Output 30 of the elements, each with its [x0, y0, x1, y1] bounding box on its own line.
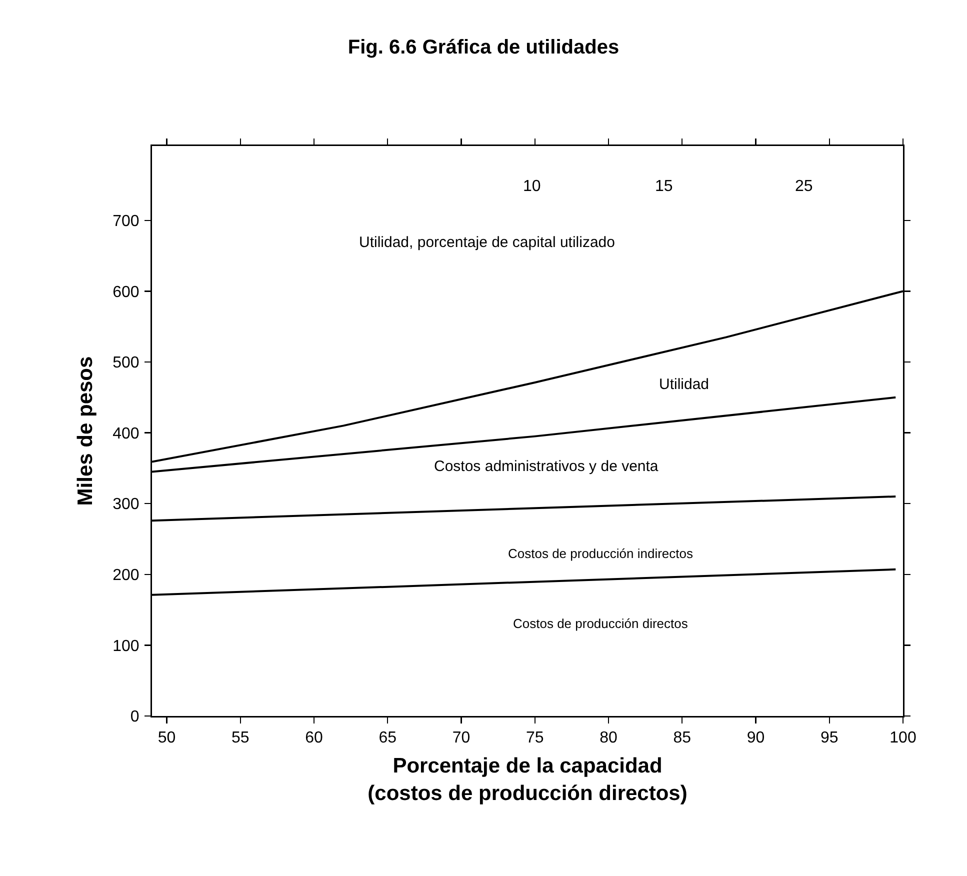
annotation: Costos de producción indirectos — [508, 546, 694, 561]
annotation: Costos administrativos y de venta — [434, 458, 659, 475]
x-tick-label: 90 — [746, 730, 765, 747]
annotation: 15 — [655, 178, 673, 195]
x-tick-label: 80 — [600, 730, 618, 747]
x-tick-label: 100 — [890, 730, 916, 747]
y-tick-label: 700 — [112, 212, 140, 230]
y-tick-label: 600 — [112, 284, 140, 301]
x-tick-label: 55 — [231, 730, 250, 747]
y-axis-title: Miles de pesos — [74, 356, 97, 506]
y-tick-label: 400 — [112, 425, 140, 442]
x-tick-label: 70 — [452, 730, 470, 747]
annotation: 25 — [795, 178, 813, 195]
x-tick-label: 75 — [526, 730, 544, 747]
x-tick-label: 65 — [378, 730, 397, 747]
y-tick-label: 500 — [112, 354, 140, 372]
x-tick-label: 50 — [158, 730, 176, 747]
annotation: Utilidad — [659, 376, 710, 393]
annotation: Utilidad, porcentaje de capital utilizado — [359, 234, 615, 251]
y-tick-label: 300 — [112, 496, 140, 514]
annotation: 10 — [523, 178, 541, 195]
x-tick-label: 60 — [305, 730, 323, 747]
y-tick-label: 100 — [112, 638, 140, 655]
y-tick-label: 200 — [112, 566, 140, 584]
x-tick-label: 85 — [673, 730, 692, 747]
chart-title: Fig. 6.6 Gráfica de utilidades — [348, 36, 620, 58]
y-tick-label: 0 — [130, 708, 140, 726]
x-tick-label: 95 — [820, 730, 838, 747]
annotation: Costos de producción directos — [513, 616, 688, 631]
x-axis-title: Porcentaje de la capacidad (costos de producción directos) — [368, 754, 688, 805]
